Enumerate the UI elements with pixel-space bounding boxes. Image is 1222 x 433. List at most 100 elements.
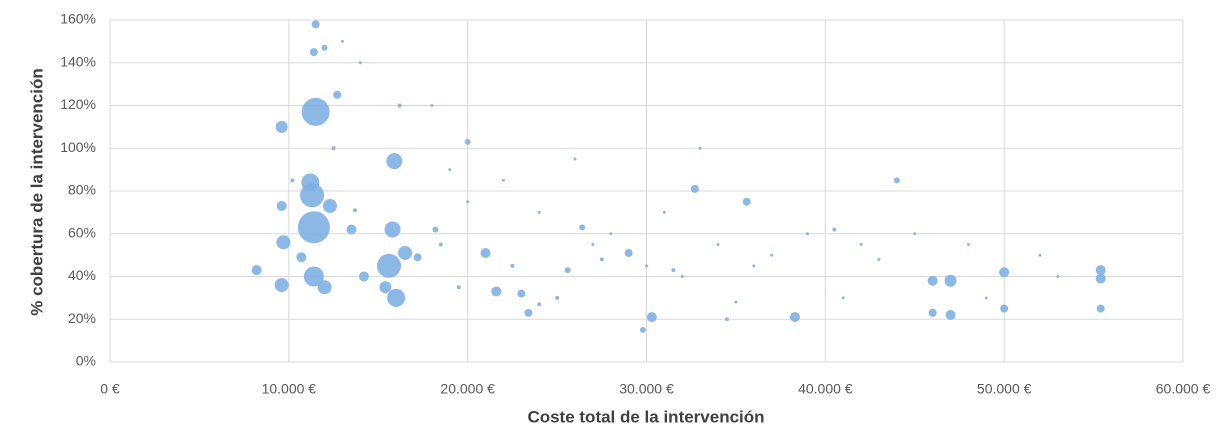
bubble [1096,304,1105,313]
bubble [945,309,956,320]
bubble [680,275,684,278]
bubble [296,252,307,263]
bubble [716,242,720,246]
bubble [340,39,344,43]
y-tick-label: 80% [68,182,96,198]
bubble [913,232,917,236]
bubble [413,253,422,262]
bubble [398,245,413,260]
y-tick-label: 100% [60,139,96,155]
bubble [537,210,541,214]
bubble [301,173,320,192]
bubble [517,289,526,298]
bubble [501,178,505,182]
bubble [438,242,443,247]
bubble [789,312,800,323]
bubble [456,285,461,290]
bubble [464,138,471,145]
bubble [1056,275,1060,278]
bubble [275,120,288,133]
bubble [430,104,434,107]
bubble [358,271,369,282]
bubble [609,232,613,236]
x-axis-title: Coste total de la intervención [527,407,764,426]
bubble [928,308,937,317]
bubble [448,168,452,172]
bubble [331,146,336,151]
x-tick-label: 60.000 € [1156,381,1211,397]
bubble [624,248,633,257]
bubble [564,267,571,274]
bubble [1095,273,1106,284]
bubble [397,103,402,108]
bubble [466,200,470,204]
bubble [276,200,287,211]
bubble [432,226,439,233]
bubble [662,210,666,214]
bubble [317,280,332,295]
bubble [698,146,702,150]
bubble [671,268,676,273]
bubble [251,265,262,276]
bubble [274,278,289,293]
bubble [524,308,533,317]
y-tick-label: 0% [76,353,96,369]
bubble [333,90,342,99]
bubble [276,235,291,250]
bubble [510,263,515,268]
bubble [999,267,1010,278]
bubble [376,253,401,278]
bubble [309,48,318,57]
bubble [1038,253,1042,257]
y-tick-label: 160% [60,11,96,27]
y-tick-label: 60% [68,224,96,240]
y-tick-label: 120% [60,96,96,112]
bubble [322,198,337,213]
bubble [859,242,863,246]
bubble [832,227,837,232]
bubble [927,275,938,286]
bubble [303,266,324,287]
bubble [599,257,604,262]
x-tick-label: 50.000 € [977,381,1032,397]
bubble [841,296,845,300]
bubble [646,312,657,323]
y-tick-label: 40% [68,267,96,283]
bubble [346,224,357,235]
bubble [579,224,586,231]
x-tick-label: 10.000 € [262,381,317,397]
bubble [944,274,957,287]
bubble [387,288,406,307]
y-tick-label: 140% [60,53,96,69]
bubble [734,300,738,304]
bubble [1000,304,1009,313]
bubble [491,286,502,297]
bubble [311,20,320,29]
x-tick-label: 30.000 € [619,381,674,397]
bubble [1095,265,1106,276]
bubble [966,242,970,246]
bubble [384,221,401,238]
bubble [537,302,542,307]
bubble [555,295,560,300]
bubble [379,281,392,294]
bubble [893,177,900,184]
bubble [724,317,729,322]
bubble [301,97,330,126]
x-tick-label: 20.000 € [440,381,495,397]
bubble [321,44,328,51]
y-tick-label: 20% [68,310,96,326]
bubble [742,197,751,206]
bubble [752,264,756,268]
y-axis-title: % cobertura de la intervención [27,68,46,316]
bubble [386,153,403,170]
bubble [591,242,595,246]
x-tick-label: 0 € [100,381,120,397]
bubble [297,211,330,244]
bubble [984,296,988,300]
bubble [770,253,774,257]
bubble [290,178,295,183]
x-tick-label: 40.000 € [798,381,853,397]
bubble [645,264,648,268]
